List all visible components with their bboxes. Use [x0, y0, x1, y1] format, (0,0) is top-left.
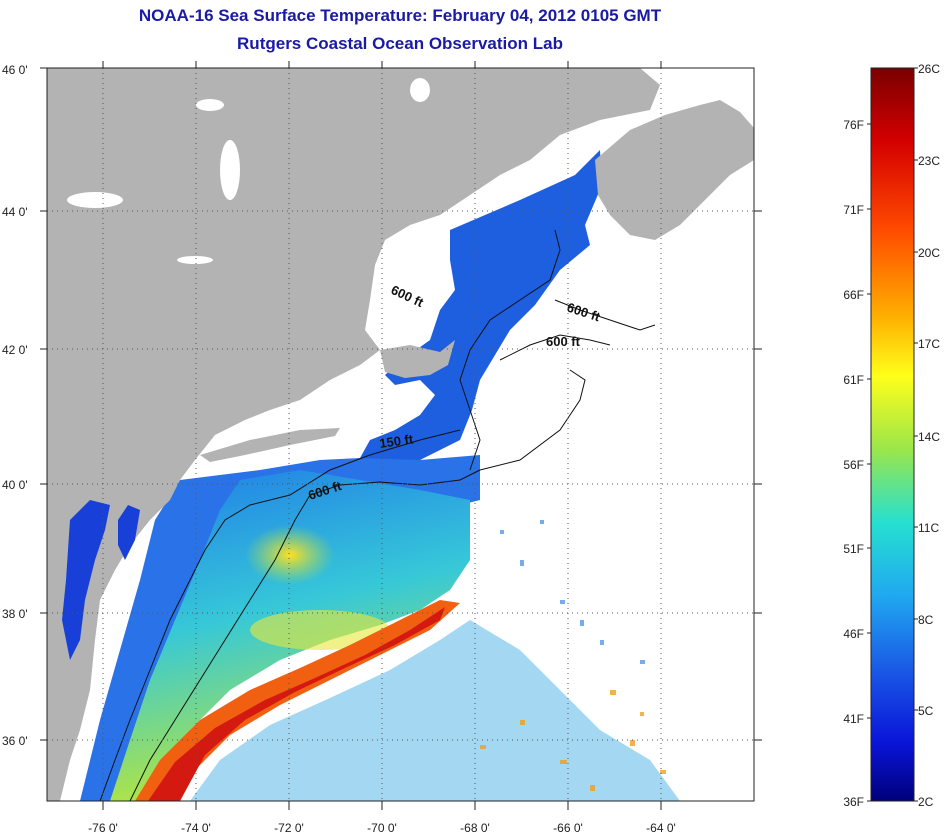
cbar-f-46: 46F: [843, 627, 864, 641]
contour-150: [99, 429, 461, 801]
long-island: [200, 428, 340, 462]
cbar-f-66: 66F: [843, 288, 864, 302]
lon-label-66: -66 0': [553, 821, 583, 835]
lon-label-76: -76 0': [88, 821, 118, 835]
us-mainland: [47, 68, 660, 801]
lon-label-68: -68 0': [460, 821, 490, 835]
contour-600-c: [554, 299, 656, 331]
lon-label-64: -64 0': [646, 821, 676, 835]
lat-label-36: 36 0': [2, 734, 28, 748]
lat-label-40: 40 0': [2, 478, 28, 492]
cbar-f-76: 76F: [843, 118, 864, 132]
warm-eddy: [245, 525, 335, 585]
cbar-c-8: 8C: [918, 613, 934, 627]
cbar-c-20: 20C: [918, 246, 940, 260]
sargasso-speckle: [190, 620, 680, 801]
colorbar-ticks: [867, 67, 918, 802]
cbar-c-26: 26C: [918, 62, 940, 76]
nova-scotia: [595, 100, 754, 240]
cbar-c-23: 23C: [918, 154, 940, 168]
cbar-c-17: 17C: [918, 337, 940, 351]
contour-label-150: 150 ft: [378, 431, 414, 451]
cbar-f-61: 61F: [843, 373, 864, 387]
gulf-of-maine-water: [360, 150, 602, 470]
cbar-f-41: 41F: [843, 712, 864, 726]
cbar-c-5: 5C: [918, 704, 934, 718]
cape-cod-region: [380, 340, 455, 378]
lon-label-70: -70 0': [367, 821, 397, 835]
cbar-f-56: 56F: [843, 458, 864, 472]
contour-600-a: [129, 469, 481, 801]
axis-ticks: [40, 61, 762, 810]
lat-label-42: 42 0': [2, 343, 28, 357]
map-frame: [46, 67, 755, 802]
contour-600-b: [459, 229, 561, 471]
map-subtitle: Rutgers Coastal Ocean Observation Lab: [237, 34, 563, 53]
lat-label-44: 44 0': [2, 205, 28, 219]
contour-600-d: [499, 334, 611, 361]
contour-label-600-3: 600 ft: [546, 334, 581, 349]
cbar-c-14: 14C: [918, 430, 940, 444]
graticule: [47, 68, 754, 801]
cbar-f-51: 51F: [843, 542, 864, 556]
lat-label-46: 46 0': [2, 63, 28, 77]
cbar-c-2: 2C: [918, 795, 934, 809]
colorbar: [870, 67, 915, 802]
lat-label-38: 38 0': [2, 607, 28, 621]
cbar-f-71: 71F: [843, 203, 864, 217]
cbar-f-36: 36F: [843, 795, 864, 809]
shelf-water-blue: [80, 455, 480, 801]
cbar-c-11: 11C: [918, 521, 939, 535]
lon-label-74: -74 0': [181, 821, 211, 835]
lon-label-72: -72 0': [274, 821, 304, 835]
map-title: NOAA-16 Sea Surface Temperature: Februar…: [138, 6, 662, 25]
chesapeake-bay: [62, 500, 110, 660]
